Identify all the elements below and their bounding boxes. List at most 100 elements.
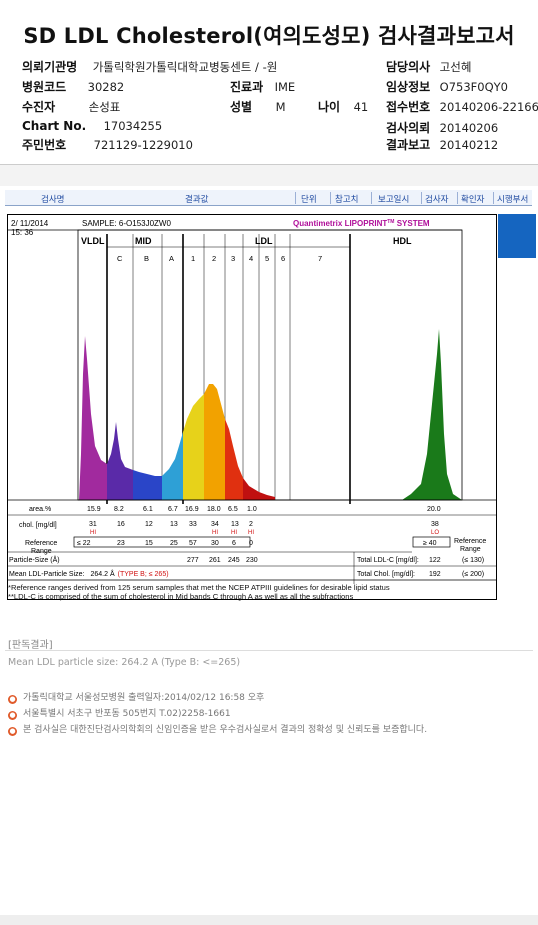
- col-unit[interactable]: 단위: [301, 195, 317, 205]
- total-ldl-value: 122: [429, 557, 441, 564]
- band-ldl1: 1: [191, 254, 195, 263]
- footer-hospital: ● 가톨릭대학교 서울성모병원 출력일자:2014/02/12 16:58 오후: [8, 690, 264, 704]
- ps-ldl3: 245: [228, 557, 240, 564]
- note-ldlc: **LDL-C is comprised of the sum of chole…: [8, 592, 354, 601]
- curve-hdl: [402, 329, 462, 500]
- area-mid-b: 6.1: [143, 506, 153, 513]
- ps-ldl2: 261: [209, 557, 221, 564]
- report-date: 2/ 11/2014: [11, 219, 49, 228]
- report-time: 15: 36: [11, 228, 34, 237]
- mean-row: Mean LDL-Particle Size: 264.2 Å (TYPE B; ≤…: [9, 569, 169, 578]
- col-sep: [295, 192, 296, 204]
- ps-ldl4: 230: [246, 557, 258, 564]
- total-chol-ref: (≤ 200): [462, 571, 484, 578]
- col-sep: [371, 192, 372, 204]
- chol-mid-c: 16: [117, 521, 125, 528]
- row-chol-flags: HI HI HI HI LO: [90, 530, 439, 536]
- band-c: C: [117, 254, 123, 263]
- info-receipt: 접수번호 20140206-22166: [386, 98, 538, 115]
- row-ref-values: ≤ 22 23 15 25 57 30 6 0 ≥ 40: [77, 540, 437, 547]
- col-department[interactable]: 시행부서: [497, 195, 529, 205]
- patient-label: 수진자: [22, 100, 56, 114]
- footer-address-text: 서울특별시 서초구 반포동 505번지 T.02)2258-1661: [23, 709, 231, 719]
- chol-ldl4: 2: [249, 521, 253, 528]
- col-report-date[interactable]: 보고일시: [378, 195, 410, 205]
- curve-mid-c: [107, 422, 133, 500]
- footer-address: ● 서울특별시 서초구 반포동 505번지 T.02)2258-1661: [8, 706, 231, 720]
- bullet-icon: ●: [8, 695, 17, 704]
- row-chol-label: chol. [mg/dl]: [19, 522, 57, 529]
- bullet-icon: ●: [8, 727, 17, 736]
- col-tester[interactable]: 검사자: [425, 195, 449, 205]
- rrn-label: 주민번호: [22, 138, 67, 152]
- info-institution: 의뢰기관명 가톨릭학원가톨릭대학교병동센트 / -원: [22, 58, 277, 75]
- row-area-label: area.%: [29, 506, 51, 513]
- chart-no-value: 17034255: [103, 119, 163, 133]
- rrn-value: 721129-1229010: [93, 138, 193, 152]
- dept-value: IME: [274, 80, 296, 94]
- bullet-icon: ●: [8, 711, 17, 720]
- receipt-value: 20140206-22166: [439, 100, 538, 114]
- dept-label: 진료과: [230, 80, 264, 94]
- col-sep: [493, 192, 494, 204]
- curve-vldl: [79, 336, 107, 500]
- band-ldl6: 6: [281, 254, 285, 263]
- ref-mid-c: 23: [117, 540, 125, 547]
- band-ldl5: 5: [265, 254, 269, 263]
- col-sep: [457, 192, 458, 204]
- chart-no-label: Chart No.: [22, 119, 87, 133]
- clinical-value: O753F0QY0: [439, 80, 508, 94]
- ps-ldl1: 277: [187, 557, 199, 564]
- selection-marker: [498, 214, 536, 258]
- col-test-name[interactable]: 검사명: [41, 195, 65, 205]
- receipt-label: 접수번호: [386, 100, 431, 114]
- flag-ldl2: HI: [212, 530, 218, 536]
- age-value: 41: [353, 100, 369, 114]
- clinical-label: 임상정보: [386, 80, 431, 94]
- report-title: SD LDL Cholesterol(여의도성모) 검사결과보고서: [23, 24, 515, 48]
- curve-ldl4: [243, 478, 275, 500]
- col-result[interactable]: 결과값: [185, 195, 209, 205]
- sex-label: 성별: [230, 100, 253, 114]
- info-rrn: 주민번호 721129-1229010: [22, 136, 193, 153]
- footer-certification: ● 본 검사실은 대한진단검사의학회의 신임인증을 받은 우수검사실로서 결과의 …: [8, 722, 427, 736]
- curve-ldl2: [204, 384, 225, 500]
- result-section-divider: [5, 650, 533, 651]
- info-dept: 진료과 IME: [230, 78, 295, 95]
- area-mid-a: 6.7: [168, 506, 178, 513]
- row-chol-values: 31 16 12 13 33 34 13 2 38: [89, 521, 439, 528]
- region-hdl: HDL: [393, 236, 412, 246]
- info-doctor: 담당의사 고선혜: [386, 58, 471, 75]
- band-ldl7: 7: [318, 254, 322, 263]
- bottom-band: [0, 915, 538, 925]
- separator-band: [0, 164, 538, 186]
- request-value: 20140206: [439, 121, 499, 135]
- col-sep: [421, 192, 422, 204]
- flag-hdl: LO: [431, 530, 439, 536]
- area-mid-c: 8.2: [114, 506, 124, 513]
- info-hospital-code: 병원코드 30282: [22, 78, 124, 95]
- area-ldl1: 16.9: [185, 506, 199, 513]
- curve-ldl3: [225, 419, 243, 500]
- ref-label-1: Reference: [25, 540, 57, 547]
- request-label: 검사의뢰: [386, 121, 431, 135]
- institution-value: 가톨릭학원가톨릭대학교병동센트 / -원: [92, 60, 278, 74]
- hospital-code-value: 30282: [87, 80, 125, 94]
- ref-ldl4: 0: [249, 540, 253, 547]
- curve-ldl1: [183, 394, 204, 500]
- sample-id: SAMPLE: 6-O153J0ZW0: [82, 219, 171, 228]
- chol-ldl2: 34: [211, 521, 219, 528]
- curve-mid-a: [162, 432, 183, 500]
- ref-mid-b: 15: [145, 540, 153, 547]
- ref-ldl2: 30: [211, 540, 219, 547]
- ref-vldl: ≤ 22: [77, 540, 91, 547]
- col-reference[interactable]: 참고치: [335, 195, 359, 205]
- region-mid: MID: [135, 236, 152, 246]
- info-clinical: 임상정보 O753F0QY0: [386, 78, 508, 95]
- lipoprint-report: 2/ 11/2014 15: 36 SAMPLE: 6-O153J0ZW0 Qu…: [7, 214, 497, 600]
- area-vldl: 15.9: [87, 506, 101, 513]
- row-ps-label: Particle-Size (Å): [9, 555, 60, 564]
- col-confirmer[interactable]: 확인자: [461, 195, 485, 205]
- info-sex: 성별 M: [230, 98, 286, 115]
- total-ldl-label: Total LDL-C [mg/dl]:: [357, 557, 419, 564]
